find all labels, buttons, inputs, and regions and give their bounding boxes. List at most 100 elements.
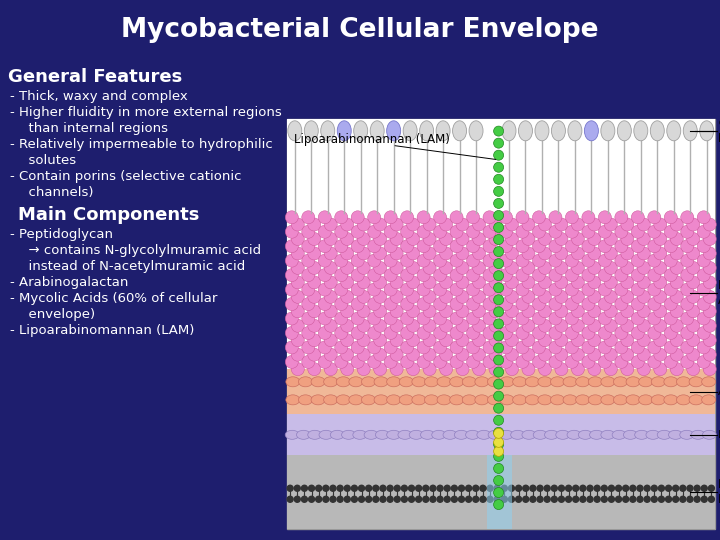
Circle shape	[407, 261, 420, 274]
Circle shape	[533, 298, 546, 310]
Circle shape	[335, 327, 348, 340]
Circle shape	[433, 211, 446, 224]
Circle shape	[539, 363, 552, 376]
Circle shape	[456, 261, 469, 274]
Circle shape	[494, 247, 503, 256]
Circle shape	[654, 261, 667, 274]
Circle shape	[703, 261, 716, 274]
Circle shape	[483, 225, 496, 238]
Circle shape	[555, 305, 568, 318]
Ellipse shape	[551, 377, 564, 387]
Circle shape	[708, 485, 714, 491]
Ellipse shape	[639, 377, 652, 387]
Circle shape	[489, 218, 502, 231]
Circle shape	[337, 485, 343, 491]
Ellipse shape	[400, 395, 413, 405]
Circle shape	[505, 261, 518, 274]
Circle shape	[615, 211, 628, 224]
Ellipse shape	[311, 377, 325, 387]
Circle shape	[357, 363, 370, 376]
Circle shape	[516, 211, 529, 224]
Circle shape	[324, 334, 337, 347]
Circle shape	[472, 261, 485, 274]
Circle shape	[430, 485, 436, 491]
Circle shape	[665, 283, 678, 296]
Ellipse shape	[387, 430, 400, 440]
Circle shape	[665, 254, 678, 267]
Circle shape	[648, 327, 661, 340]
Circle shape	[384, 312, 397, 325]
Circle shape	[621, 233, 634, 246]
Circle shape	[582, 327, 595, 340]
Circle shape	[604, 218, 617, 231]
Circle shape	[318, 268, 331, 282]
Circle shape	[433, 298, 446, 310]
Circle shape	[494, 331, 503, 341]
Circle shape	[351, 327, 364, 340]
Circle shape	[672, 496, 679, 502]
Circle shape	[637, 291, 650, 303]
Circle shape	[395, 485, 400, 491]
Circle shape	[400, 254, 413, 267]
Circle shape	[500, 225, 513, 238]
Circle shape	[294, 496, 300, 502]
Circle shape	[687, 363, 700, 376]
Circle shape	[508, 496, 515, 502]
Circle shape	[318, 254, 331, 267]
Circle shape	[533, 211, 546, 224]
Circle shape	[467, 341, 480, 354]
Circle shape	[500, 341, 513, 354]
Circle shape	[292, 291, 305, 303]
Circle shape	[324, 247, 337, 260]
Ellipse shape	[518, 121, 533, 141]
Circle shape	[644, 496, 650, 502]
Circle shape	[467, 327, 480, 340]
Circle shape	[374, 319, 387, 332]
Ellipse shape	[349, 395, 363, 405]
Circle shape	[400, 355, 413, 368]
Circle shape	[357, 261, 370, 274]
Circle shape	[423, 233, 436, 246]
Circle shape	[565, 312, 578, 325]
Circle shape	[467, 240, 480, 253]
Circle shape	[615, 254, 628, 267]
Circle shape	[450, 211, 463, 224]
Circle shape	[680, 211, 694, 224]
Circle shape	[680, 254, 694, 267]
Circle shape	[533, 268, 546, 282]
Circle shape	[494, 415, 503, 425]
Circle shape	[407, 291, 420, 303]
Circle shape	[621, 261, 634, 274]
Circle shape	[423, 334, 436, 347]
Circle shape	[423, 348, 436, 361]
Ellipse shape	[612, 430, 626, 440]
Circle shape	[357, 305, 370, 318]
Circle shape	[324, 276, 337, 289]
Circle shape	[423, 485, 429, 491]
Circle shape	[368, 268, 381, 282]
Circle shape	[644, 485, 650, 491]
Circle shape	[670, 363, 683, 376]
Circle shape	[530, 485, 536, 491]
Circle shape	[680, 268, 694, 282]
Circle shape	[572, 363, 585, 376]
Circle shape	[489, 348, 502, 361]
Circle shape	[466, 496, 472, 502]
Text: than internal regions: than internal regions	[20, 122, 168, 135]
Circle shape	[494, 186, 503, 197]
Circle shape	[572, 291, 585, 303]
Circle shape	[533, 240, 546, 253]
Circle shape	[697, 341, 710, 354]
Circle shape	[588, 261, 601, 274]
Circle shape	[588, 276, 601, 289]
Circle shape	[505, 218, 518, 231]
Circle shape	[456, 305, 469, 318]
Circle shape	[598, 240, 611, 253]
Ellipse shape	[677, 395, 690, 405]
Text: - Contain porins (selective cationic: - Contain porins (selective cationic	[10, 170, 241, 183]
Circle shape	[533, 283, 546, 296]
Circle shape	[665, 225, 678, 238]
Circle shape	[307, 261, 321, 274]
Circle shape	[440, 348, 453, 361]
Circle shape	[440, 319, 453, 332]
